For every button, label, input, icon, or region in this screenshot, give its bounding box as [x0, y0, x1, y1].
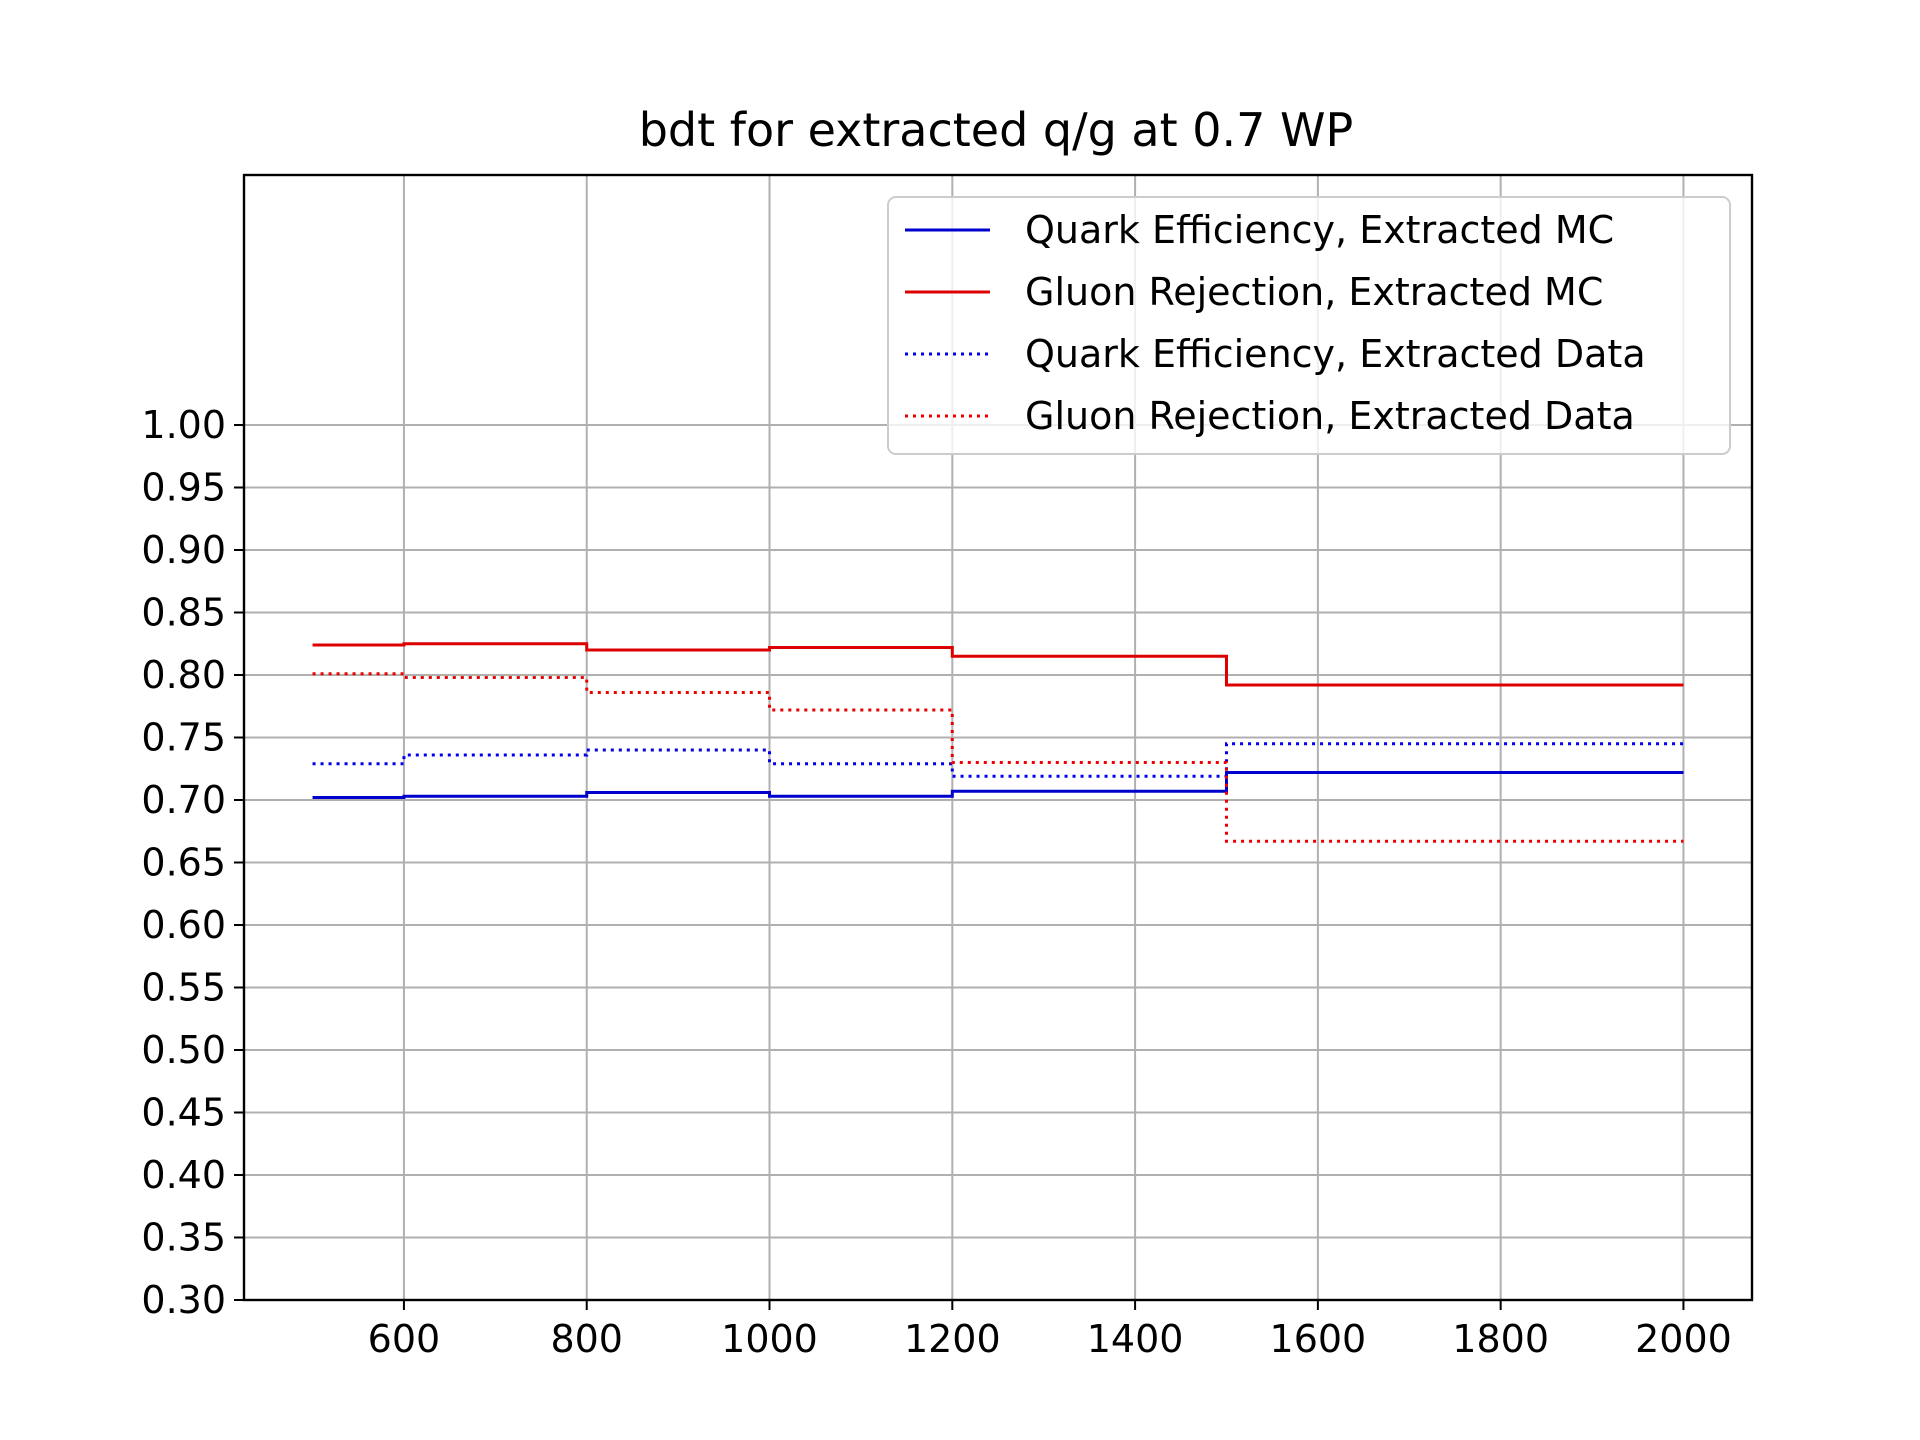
- legend-entry-label: Quark Efficiency, Extracted Data: [1025, 332, 1646, 376]
- y-tick-label: 0.45: [141, 1091, 226, 1135]
- y-tick-label: 1.00: [141, 403, 226, 447]
- x-tick-label: 600: [368, 1317, 441, 1361]
- y-tick-label: 0.50: [141, 1028, 226, 1072]
- legend-box: [887, 196, 1731, 455]
- series-line-1: [312, 771, 1684, 799]
- legend: Quark Efficiency, Extracted MC Gluon Reje…: [887, 196, 1731, 455]
- y-tick-label: 0.60: [141, 903, 226, 947]
- legend-entry-label: Gluon Rejection, Extracted MC: [1025, 270, 1603, 314]
- legend-entry-label: Gluon Rejection, Extracted Data: [1025, 394, 1635, 438]
- x-tick-label: 1400: [1087, 1317, 1184, 1361]
- plot-series: [312, 642, 1684, 843]
- chart-title: bdt for extracted q/g at 0.7 WP: [639, 103, 1354, 157]
- y-tick-label: 0.90: [141, 528, 226, 572]
- x-tick-label: 1600: [1270, 1317, 1367, 1361]
- legend-entry-label: Quark Efficiency, Extracted MC: [1025, 208, 1614, 252]
- y-tick-label: 0.40: [141, 1153, 226, 1197]
- y-tick-label: 0.85: [141, 591, 226, 635]
- y-tick-label: 0.35: [141, 1216, 226, 1260]
- x-tick-label: 800: [550, 1317, 623, 1361]
- x-tick-label: 1200: [904, 1317, 1001, 1361]
- y-tick-label: 0.55: [141, 966, 226, 1010]
- x-tick-label: 1000: [721, 1317, 818, 1361]
- y-tick-label: 0.65: [141, 841, 226, 885]
- series-line-2: [312, 642, 1684, 687]
- y-tick-label: 0.80: [141, 653, 226, 697]
- x-tick-label: 2000: [1635, 1317, 1732, 1361]
- y-tick-label: 0.30: [141, 1278, 226, 1322]
- y-tick-label: 0.95: [141, 466, 226, 510]
- y-tick-label: 0.70: [141, 778, 226, 822]
- series-line-3: [312, 742, 1684, 778]
- x-tick-label: 1800: [1452, 1317, 1549, 1361]
- y-tick-label: 0.75: [141, 716, 226, 760]
- axis-ticks: 600 800 1000 1200 1400 1600 1800 2000 0.30 0.35 0.…: [141, 403, 1731, 1361]
